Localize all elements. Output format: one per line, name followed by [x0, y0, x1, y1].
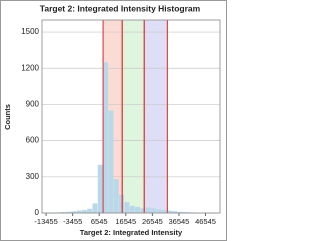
bar — [129, 205, 135, 213]
bar — [87, 208, 93, 213]
x-tick-label: 26545 — [142, 217, 163, 226]
bar — [140, 208, 146, 213]
y-tick-label: 600 — [26, 136, 40, 145]
bar — [71, 211, 77, 213]
bar — [108, 110, 114, 213]
bar — [134, 206, 140, 213]
bar — [60, 212, 66, 213]
bar — [145, 207, 151, 213]
y-tick-label: 900 — [26, 100, 40, 109]
chart-title: Target 2: Integrated Intensity Histogram — [40, 3, 201, 13]
bar — [156, 209, 162, 213]
bar — [103, 62, 109, 213]
plot-border — [41, 19, 221, 214]
chart: Target 2: Integrated Intensity Histogram… — [0, 0, 227, 241]
x-tick-label: 46545 — [195, 217, 216, 226]
region — [144, 20, 168, 213]
bar — [76, 210, 82, 213]
x-tick-label: 16545 — [115, 217, 136, 226]
bar — [97, 164, 103, 213]
x-tick-label: -3455 — [63, 217, 82, 226]
bar — [150, 208, 156, 213]
x-tick-label: 36545 — [169, 217, 190, 226]
y-tick-label: 300 — [26, 172, 40, 181]
region — [122, 20, 145, 213]
bar — [65, 211, 71, 213]
bar — [182, 212, 188, 213]
bar — [81, 209, 87, 213]
bar — [124, 202, 130, 213]
bar — [119, 194, 125, 213]
y-tick-label: 1500 — [21, 27, 39, 36]
y-axis-label: Counts — [3, 104, 12, 130]
bar — [172, 211, 178, 213]
bar — [161, 209, 167, 213]
x-axis-label: Target 2: Integrated Intensity — [80, 228, 183, 237]
x-tick-label: -13455 — [34, 217, 57, 226]
bar — [113, 179, 119, 213]
bar — [92, 203, 98, 213]
y-tick-label: 1200 — [21, 63, 39, 72]
y-tick-label: 0 — [35, 208, 40, 217]
bar — [177, 211, 183, 213]
bar — [166, 210, 172, 213]
x-tick-label: 6545 — [91, 217, 108, 226]
